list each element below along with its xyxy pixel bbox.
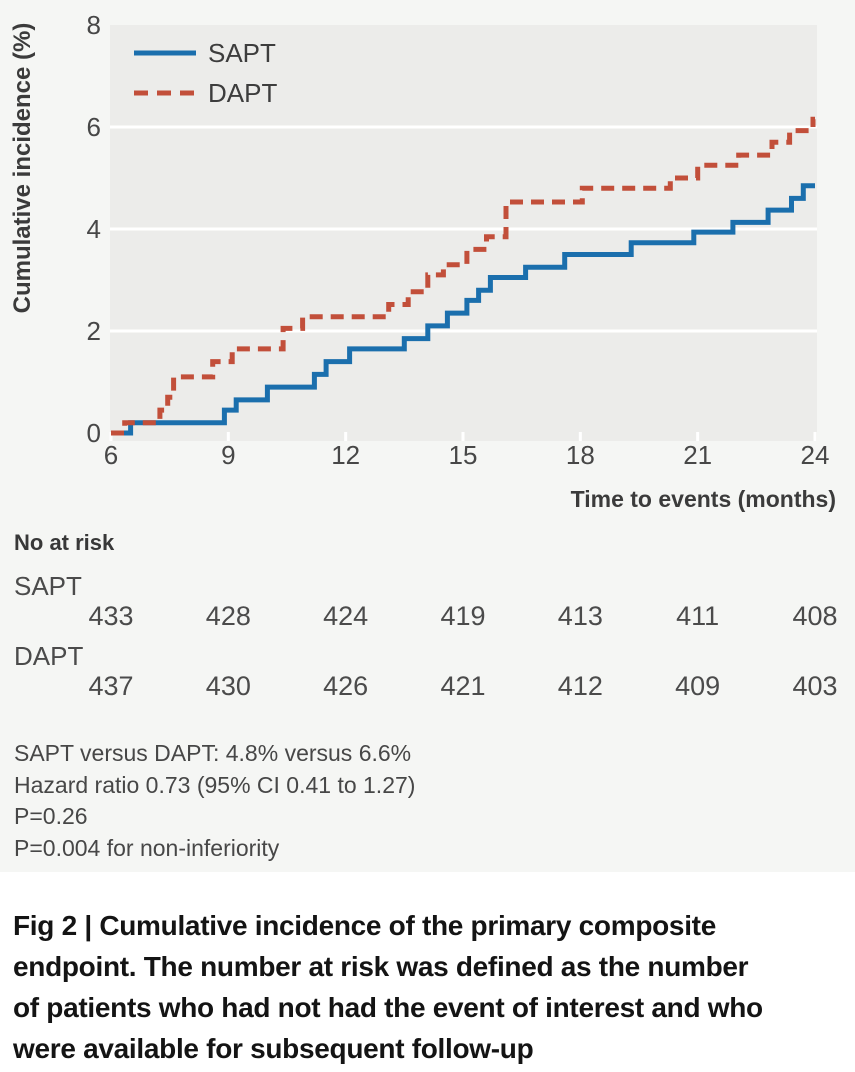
x-tick-labels: 6 9 12 15 18 21 24 — [104, 440, 830, 470]
gridlines — [110, 125, 817, 333]
y-tick-label: 8 — [87, 10, 101, 40]
risk-cell: 426 — [323, 671, 369, 701]
risk-cell: 421 — [440, 671, 486, 701]
risk-cell: 403 — [792, 671, 838, 701]
risk-row-label-sapt: SAPT — [14, 571, 82, 601]
x-tick-label: 18 — [566, 440, 595, 470]
caption-line: of patients who had not had the event of… — [13, 992, 763, 1023]
y-tick-label: 2 — [87, 316, 101, 346]
legend: SAPT DAPT — [134, 38, 277, 108]
x-tick-label: 15 — [449, 440, 478, 470]
stats-line: P=0.004 for non-inferiority — [14, 834, 280, 861]
risk-table-header: No at risk — [14, 530, 115, 555]
legend-dapt-label: DAPT — [208, 78, 277, 108]
caption-line: were available for subsequent follow-up — [13, 1033, 534, 1064]
risk-cell: 411 — [676, 601, 720, 631]
y-tick-labels: 0 2 4 6 8 — [87, 10, 101, 448]
risk-row-label-dapt: DAPT — [14, 641, 84, 671]
risk-cell: 428 — [205, 601, 251, 631]
risk-cell: 430 — [205, 671, 251, 701]
risk-cell: 424 — [323, 601, 369, 631]
sapt-curve — [111, 183, 815, 436]
risk-cell: 413 — [557, 601, 603, 631]
x-tick-label: 9 — [221, 440, 235, 470]
series-lines — [111, 116, 816, 436]
x-tick-label: 12 — [331, 440, 360, 470]
y-tick-label: 0 — [87, 418, 101, 448]
y-tick-label: 6 — [87, 112, 101, 142]
caption-line: endpoint. The number at risk was defined… — [13, 951, 749, 982]
x-tick-label: 6 — [104, 440, 118, 470]
risk-cell: 419 — [440, 601, 486, 631]
y-axis-title: Cumulative incidence (%) — [9, 23, 36, 314]
caption-line: Fig 2 | Cumulative incidence of the prim… — [13, 910, 716, 941]
y-tick-label: 4 — [87, 214, 101, 244]
x-tick-label: 21 — [683, 440, 712, 470]
stats-block: SAPT versus DAPT: 4.8% versus 6.6% Hazard… — [14, 738, 714, 864]
stats-line: SAPT versus DAPT: 4.8% versus 6.6% — [14, 740, 412, 766]
risk-cell: 408 — [792, 601, 838, 631]
stats-line: Hazard ratio 0.73 (95% CI 0.41 to 1.27) — [14, 771, 416, 798]
dapt-curve — [111, 116, 816, 436]
x-tick-label: 24 — [801, 440, 830, 470]
legend-sapt-label: SAPT — [208, 38, 276, 68]
risk-cell: 433 — [88, 601, 134, 631]
risk-cell: 412 — [557, 671, 603, 701]
figure-caption: Fig 2 | Cumulative incidence of the prim… — [0, 872, 855, 1072]
risk-cell: 437 — [88, 671, 134, 701]
risk-cell: 409 — [675, 671, 721, 701]
x-axis-title: Time to events (months) — [570, 486, 836, 512]
stats-line: P=0.26 — [14, 803, 88, 829]
